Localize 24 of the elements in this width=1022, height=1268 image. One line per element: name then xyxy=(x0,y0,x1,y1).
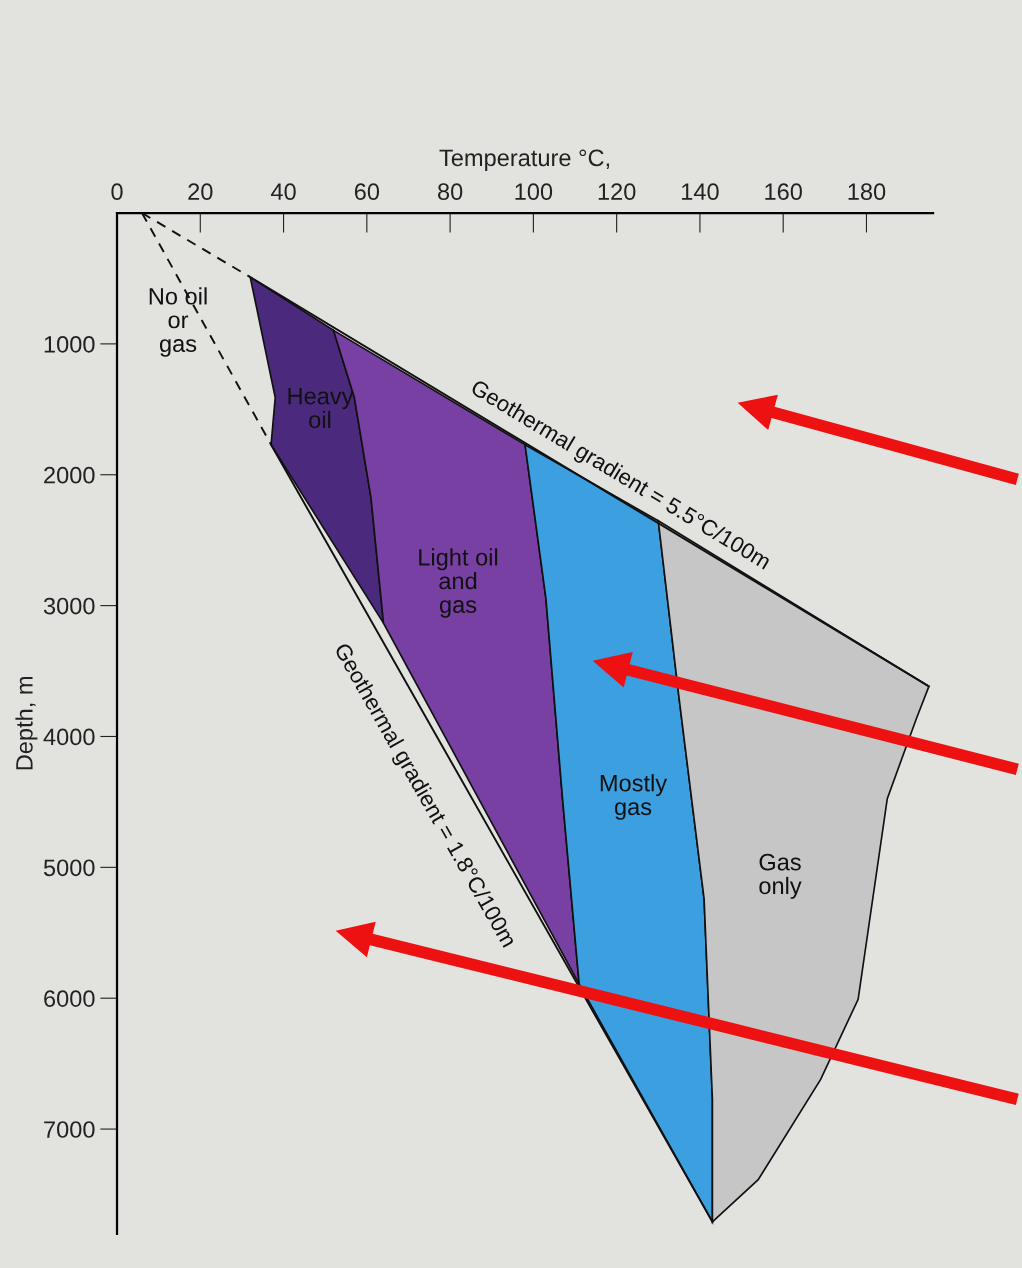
x-tick-label: 180 xyxy=(848,183,886,201)
x-tick-label: 120 xyxy=(598,183,636,201)
y-tick-label: 2000 xyxy=(44,466,95,484)
x-tick-label: 80 xyxy=(438,183,463,201)
y-tick-label: 6000 xyxy=(44,990,95,1007)
x-tick-label: 60 xyxy=(354,183,380,201)
y-tick-label: 4000 xyxy=(43,728,95,746)
annotation: Mostly gas xyxy=(600,774,668,820)
x-tick-label: 0 xyxy=(111,183,123,201)
annotation: Heavy oil xyxy=(288,388,354,429)
y-axis-title: Depth, m xyxy=(15,677,38,770)
x-tick-label: 100 xyxy=(515,183,553,201)
x-tick-label: 160 xyxy=(765,183,802,201)
x-tick-label: 40 xyxy=(270,183,296,201)
y-tick-label: 1000 xyxy=(44,335,95,353)
annotation: Light oil and gas xyxy=(419,548,498,618)
y-tick-label: 7000 xyxy=(44,1121,95,1138)
x-tick-label: 140 xyxy=(682,183,719,201)
y-tick-label: 3000 xyxy=(43,597,95,615)
annotation: No oil or gas xyxy=(149,287,207,357)
x-axis-title: Temperature °C, xyxy=(439,149,610,171)
annotation: Gas only xyxy=(759,853,802,899)
x-tick-label: 20 xyxy=(188,183,213,201)
y-tick-label: 5000 xyxy=(43,859,95,877)
